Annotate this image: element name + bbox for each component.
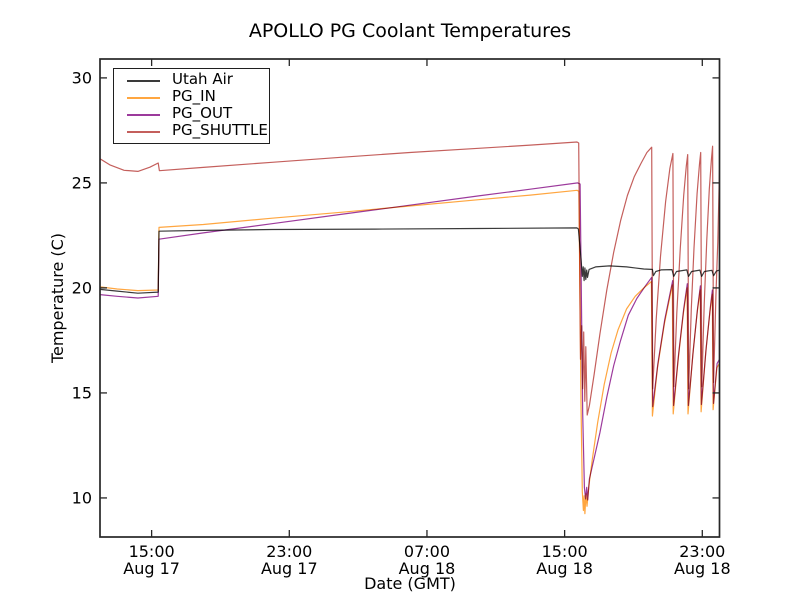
legend-item-pg-out: PG_OUT (114, 106, 269, 123)
series-line-pg-out (100, 182, 720, 501)
legend-line-sample-pg-in (127, 96, 160, 99)
x-tick-label-date: Aug 17 (261, 559, 318, 578)
x-tick-label-date: Aug 18 (399, 559, 456, 578)
series-line-pg-in (100, 189, 720, 515)
plot-border (99, 58, 721, 538)
y-tick-label: 25 (72, 173, 92, 192)
x-tick-label-time: 23:00 (679, 542, 725, 561)
series-line-utah-air (100, 227, 720, 294)
legend: Utah Air PG_IN PG_OUT PG_SHUTTLE (113, 68, 270, 144)
legend-line-sample-pg-out (127, 113, 160, 116)
x-tick-label-date: Aug 18 (674, 559, 731, 578)
x-axis-label: Date (GMT) (364, 574, 456, 593)
y-tick-label: 10 (72, 488, 92, 507)
series-line-pg-shuttle (100, 141, 720, 416)
y-tick-label: 30 (72, 68, 92, 87)
x-tick-label-time: 15:00 (542, 542, 588, 561)
x-tick-label-time: 15:00 (129, 542, 175, 561)
legend-label-pg-out: PG_OUT (172, 104, 233, 122)
x-tick-label-time: 23:00 (266, 542, 312, 561)
y-axis-label: Temperature (C) (48, 232, 67, 364)
y-tick-label: 20 (72, 278, 92, 297)
x-tick-label-date: Aug 17 (123, 559, 180, 578)
legend-item-utah-air: Utah Air (114, 72, 269, 89)
legend-item-pg-shuttle: PG_SHUTTLE (114, 123, 269, 140)
x-tick-label-date: Aug 18 (536, 559, 593, 578)
legend-label-pg-in: PG_IN (172, 87, 216, 105)
legend-item-pg-in: PG_IN (114, 89, 269, 106)
chart-title: APOLLO PG Coolant Temperatures (248, 20, 572, 42)
legend-line-sample-utah-air (127, 79, 160, 82)
legend-line-sample-pg-shuttle (127, 130, 160, 133)
x-tick-label-time: 07:00 (404, 542, 450, 561)
legend-label-pg-shuttle: PG_SHUTTLE (172, 121, 268, 139)
legend-label-utah-air: Utah Air (172, 70, 233, 88)
y-tick-label: 15 (72, 383, 92, 402)
